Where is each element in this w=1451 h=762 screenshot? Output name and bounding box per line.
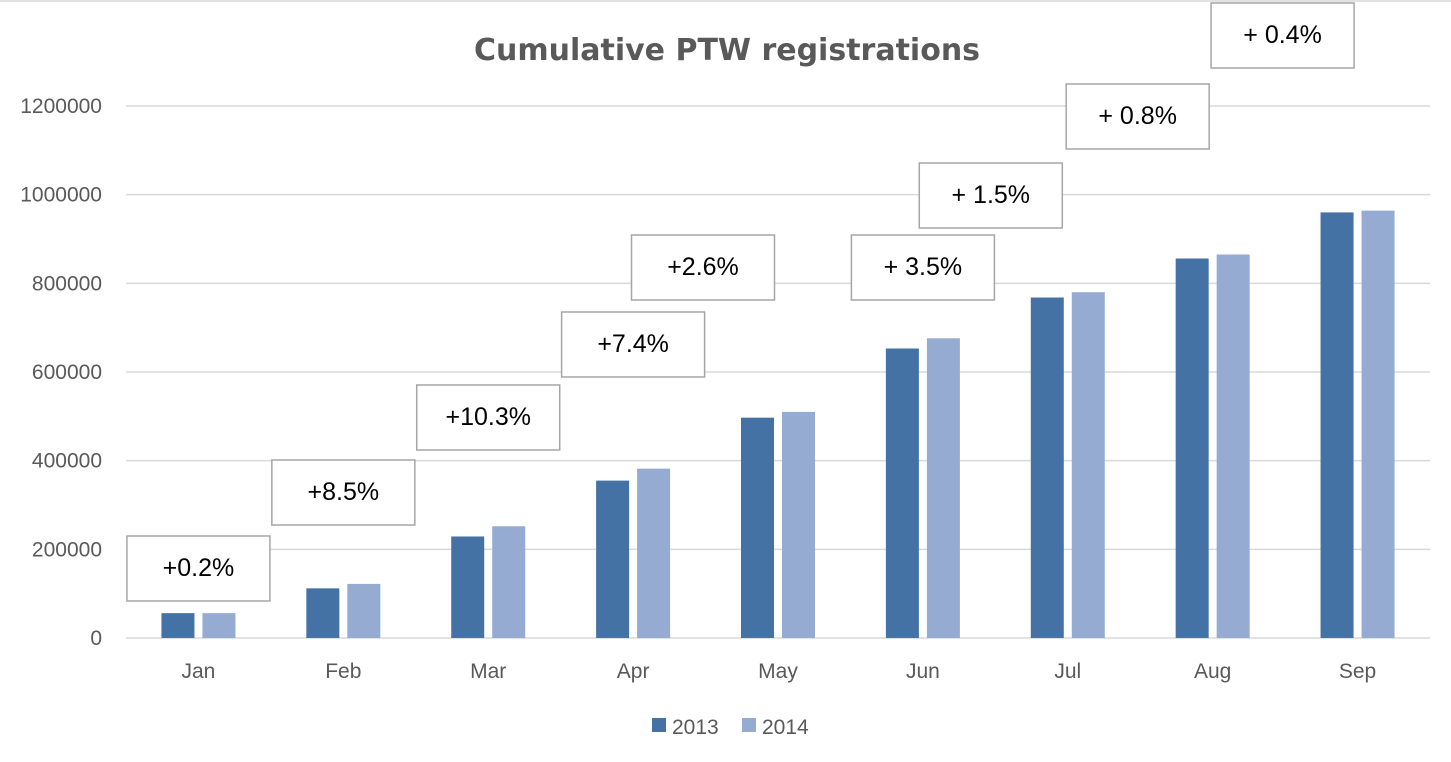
annotation-border bbox=[850, 234, 996, 301]
legend-label: 2014 bbox=[762, 716, 809, 739]
annotation-label: + 1.5% bbox=[952, 181, 1031, 209]
bar-2013-may bbox=[741, 417, 774, 638]
bar-2014-jul bbox=[1071, 292, 1105, 638]
annotation-box: + 0.4% bbox=[1210, 2, 1355, 69]
bar-2014-may bbox=[782, 411, 815, 638]
annotation-label: +7.4% bbox=[597, 330, 669, 358]
annotation-border bbox=[271, 459, 416, 526]
annotation-box: +8.5% bbox=[271, 459, 416, 526]
annotation-label: +10.3% bbox=[445, 403, 531, 431]
legend-label: 2013 bbox=[672, 716, 719, 739]
legend: 2013 2014 bbox=[652, 716, 809, 739]
y-axis-ticks: 0 200000 400000 600000 800000 1000000 1200000 bbox=[20, 95, 102, 650]
annotation-border bbox=[126, 535, 271, 602]
annotation-border bbox=[415, 384, 561, 451]
annotation-label: +2.6% bbox=[667, 253, 739, 281]
annotation-border bbox=[1210, 2, 1355, 69]
annotation-box: + 3.5% bbox=[850, 234, 996, 301]
annotation-box: +10.3% bbox=[415, 384, 561, 451]
x-tick-label: Apr bbox=[617, 660, 650, 683]
bar-2014-jun bbox=[926, 338, 960, 638]
x-tick-label: Jun bbox=[906, 660, 940, 683]
bar-2014-jan bbox=[202, 613, 236, 638]
annotation-border bbox=[918, 162, 1064, 229]
annotation-border bbox=[1065, 83, 1210, 150]
y-tick-label: 200000 bbox=[32, 538, 102, 561]
annotation-border bbox=[630, 234, 776, 301]
x-tick-label: Aug bbox=[1194, 660, 1231, 683]
x-axis-ticks: Jan Feb Mar Apr May Jun Jul Aug Sep bbox=[182, 660, 1377, 683]
y-tick-label: 1200000 bbox=[20, 95, 102, 118]
chart-title: Cumulative PTW registrations bbox=[474, 33, 980, 68]
y-tick-label: 400000 bbox=[32, 450, 102, 473]
x-tick-label: Mar bbox=[470, 660, 506, 683]
annotation-box: +0.2% bbox=[126, 535, 271, 602]
annotation-border bbox=[560, 311, 706, 378]
annotation-label: + 3.5% bbox=[884, 253, 963, 281]
bar-2013-sep bbox=[1320, 212, 1354, 638]
annotation-box: + 0.8% bbox=[1065, 83, 1210, 150]
annotation-box: +7.4% bbox=[560, 311, 706, 378]
bar-2013-feb bbox=[306, 588, 340, 638]
x-tick-label: Feb bbox=[325, 660, 361, 683]
annotation-box: + 1.5% bbox=[918, 162, 1064, 229]
y-tick-label: 0 bbox=[90, 627, 102, 650]
annotation-label: +8.5% bbox=[308, 478, 380, 506]
legend-swatch-2014 bbox=[742, 718, 756, 732]
annotations: +0.2% +8.5% +10.3% +7.4% +2.6% + 3.5% + 1.5% + … bbox=[126, 2, 1355, 602]
bar-2014-apr bbox=[637, 468, 671, 638]
annotation-label: + 0.8% bbox=[1098, 102, 1177, 130]
bars bbox=[161, 210, 1395, 639]
bar-2014-aug bbox=[1216, 254, 1250, 638]
annotation-label: +0.2% bbox=[163, 554, 235, 582]
bar-2013-apr bbox=[596, 480, 630, 638]
bar-2014-feb bbox=[347, 583, 381, 638]
bar-2014-sep bbox=[1361, 210, 1395, 639]
bar-2013-jun bbox=[885, 348, 919, 638]
annotation-box: +2.6% bbox=[630, 234, 776, 301]
y-tick-label: 800000 bbox=[32, 272, 102, 295]
x-tick-label: Sep bbox=[1339, 660, 1376, 683]
bar-2013-mar bbox=[451, 536, 485, 638]
annotation-label: + 0.4% bbox=[1243, 21, 1322, 49]
bar-2013-aug bbox=[1175, 258, 1209, 638]
x-tick-label: Jan bbox=[182, 660, 216, 683]
bar-2014-mar bbox=[492, 526, 526, 638]
bar-2013-jul bbox=[1030, 297, 1064, 638]
y-tick-label: 600000 bbox=[32, 361, 102, 384]
x-tick-label: May bbox=[758, 660, 798, 683]
x-tick-label: Jul bbox=[1054, 660, 1081, 683]
bar-2013-jan bbox=[161, 613, 195, 638]
legend-swatch-2013 bbox=[652, 718, 666, 732]
y-tick-label: 1000000 bbox=[20, 184, 102, 207]
